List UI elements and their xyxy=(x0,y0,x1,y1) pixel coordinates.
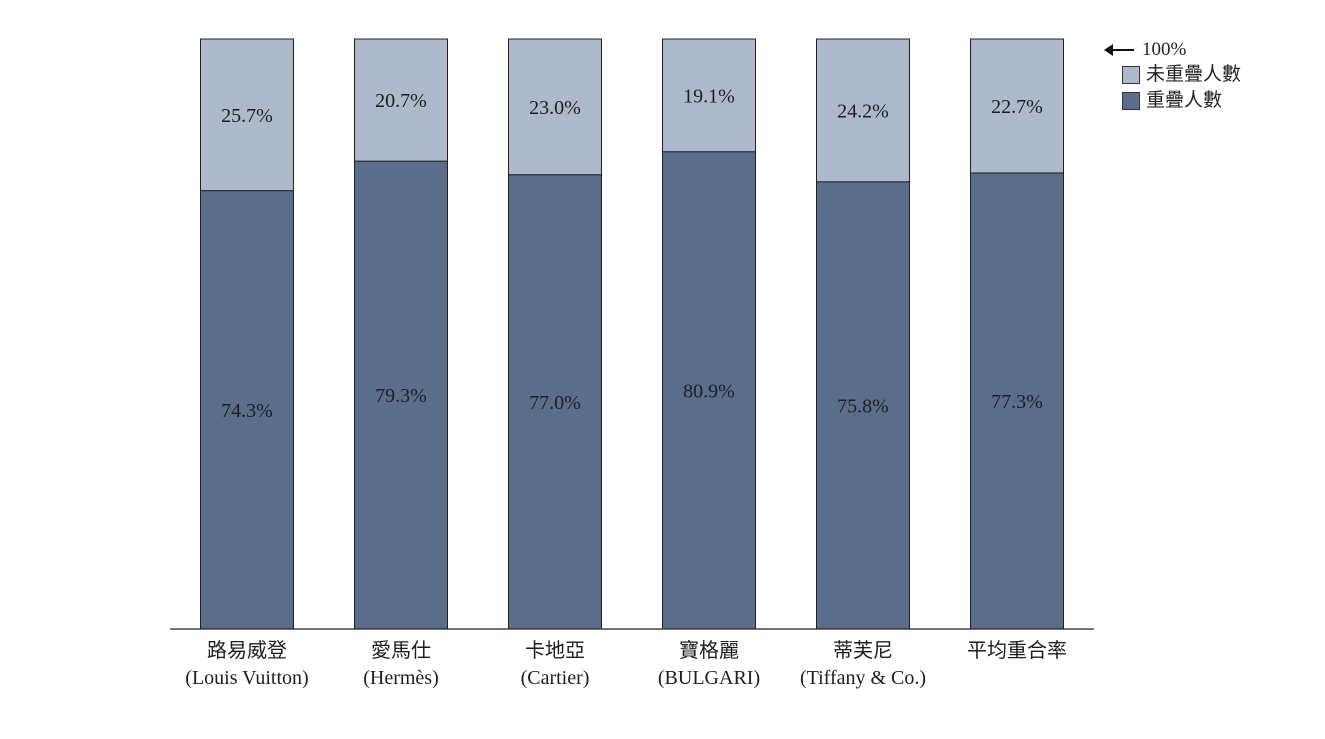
bar-segment-overlap-3 xyxy=(662,151,756,630)
category-label-0-line-1: (Louis Vuitton) xyxy=(185,667,308,689)
category-label-5-line-0: 平均重合率 xyxy=(967,639,1067,662)
category-label-4-line-0: 蒂芙尼 xyxy=(833,639,893,662)
bar-segment-overlap-1 xyxy=(354,160,448,630)
legend: 100% 未重疊人數 重疊人數 xyxy=(1104,38,1241,114)
category-label-2-line-1: (Cartier) xyxy=(521,667,590,689)
bar-segment-non-overlap-1 xyxy=(354,38,448,162)
bar-segment-non-overlap-4 xyxy=(816,38,910,183)
legend-100-marker: 100% xyxy=(1104,38,1241,62)
data-label-overlap-3: 80.9% xyxy=(683,380,735,402)
data-label-non-overlap-0: 25.7% xyxy=(221,105,273,127)
bar-segment-overlap-5 xyxy=(970,172,1064,630)
left-arrow-icon xyxy=(1104,44,1134,56)
bar-segment-non-overlap-3 xyxy=(662,38,756,153)
legend-100-label: 100% xyxy=(1142,39,1187,60)
bar-segment-overlap-2 xyxy=(508,174,602,630)
bar-segment-non-overlap-0 xyxy=(200,38,294,192)
data-label-overlap-0: 74.3% xyxy=(221,400,273,422)
legend-swatch-overlap xyxy=(1122,92,1140,110)
bars-group: 74.3% 25.7% 79.3% 20.7% 77.0% 23.0% 80.9% 19.1%… xyxy=(200,38,1064,630)
category-label-0-line-0: 路易威登 xyxy=(207,639,287,662)
bar-segment-non-overlap-2 xyxy=(508,38,602,176)
category-label-4-line-1: (Tiffany & Co.) xyxy=(800,667,926,689)
bar-segment-overlap-4 xyxy=(816,181,910,630)
data-label-non-overlap-5: 22.7% xyxy=(991,96,1043,118)
data-label-overlap-2: 77.0% xyxy=(529,392,581,414)
category-label-1-line-1: (Hermès) xyxy=(363,667,439,689)
data-label-non-overlap-2: 23.0% xyxy=(529,97,581,119)
category-label-3-line-1: (BULGARI) xyxy=(658,667,760,689)
data-label-non-overlap-3: 19.1% xyxy=(683,85,735,107)
legend-swatch-non-overlap xyxy=(1122,66,1140,84)
category-label-3-line-0: 寶格麗 xyxy=(679,639,739,662)
category-label-2-line-0: 卡地亞 xyxy=(525,639,585,662)
data-label-non-overlap-4: 24.2% xyxy=(837,100,889,122)
legend-item-non-overlap: 未重疊人數 xyxy=(1104,62,1241,88)
legend-label-overlap: 重疊人數 xyxy=(1146,90,1223,111)
data-label-non-overlap-1: 20.7% xyxy=(375,90,427,112)
data-label-overlap-1: 79.3% xyxy=(375,385,427,407)
bar-segment-overlap-0 xyxy=(200,190,294,630)
data-label-overlap-5: 77.3% xyxy=(991,391,1043,413)
bar-segment-non-overlap-5 xyxy=(970,38,1064,174)
category-label-1-line-0: 愛馬仕 xyxy=(371,639,431,662)
category-labels: 路易威登 (Louis Vuitton) 愛馬仕 (Hermès) 卡地亞 (Cartie… xyxy=(185,639,1067,689)
legend-item-overlap: 重疊人數 xyxy=(1104,88,1241,114)
data-label-overlap-4: 75.8% xyxy=(837,395,889,417)
legend-label-non-overlap: 未重疊人數 xyxy=(1146,64,1242,85)
